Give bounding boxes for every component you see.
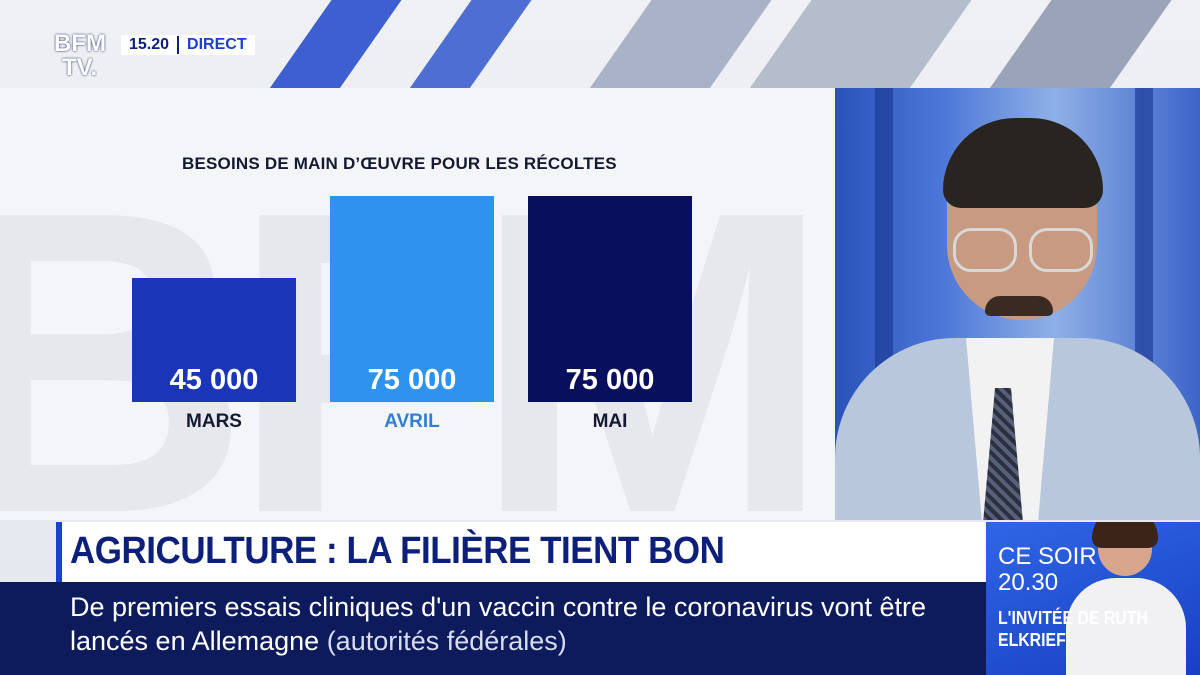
logo-line-2: TV. [62,54,98,81]
bar-value-label: 45 000 [169,364,259,396]
chart-title: BESOINS DE MAIN D’ŒUVRE POUR LES RÉCOLTE… [182,154,617,173]
clock-time: 15.20 [121,36,180,54]
presenter-hair [943,118,1103,208]
category-label: AVRIL [384,411,440,432]
presenter-video [835,88,1200,520]
bar-mai [528,196,692,402]
bar-avril [330,196,494,402]
presenter-glasses [953,228,1093,272]
promo-guest-title: L'INVITÉE DE RUTH ELKRIEF [998,608,1148,650]
presenter-mustache [985,296,1053,316]
ticker-source: (autorités fédérales) [326,626,567,656]
promo-time: 20.30 [998,569,1059,596]
promo-line-1: CE SOIR [998,543,1097,570]
bar-value-label: 75 000 [367,364,457,396]
ticker-text: De premiers essais cliniques d'un vaccin… [70,590,970,658]
banner-accent [56,522,62,582]
headline-banner [56,522,986,582]
channel-logo: BFM TV. [54,32,114,84]
news-ticker [0,582,986,675]
clock-bar: 15.20 DIRECT [121,35,255,55]
bar-mars [132,278,296,402]
category-label: MARS [186,411,242,432]
bar-value-label: 75 000 [565,364,655,396]
ticker-main: De premiers essais cliniques d'un vaccin… [70,592,927,656]
headline-text: AGRICULTURE : LA FILIÈRE TIENT BON [70,530,725,572]
category-label: MAI [592,411,628,432]
guest-photo [1066,522,1186,675]
live-label: DIRECT [179,36,255,54]
tonight-promo: CE SOIR 20.30 L'INVITÉE DE RUTH ELKRIEF [986,522,1200,675]
logo-line-1: BFM [54,30,106,57]
